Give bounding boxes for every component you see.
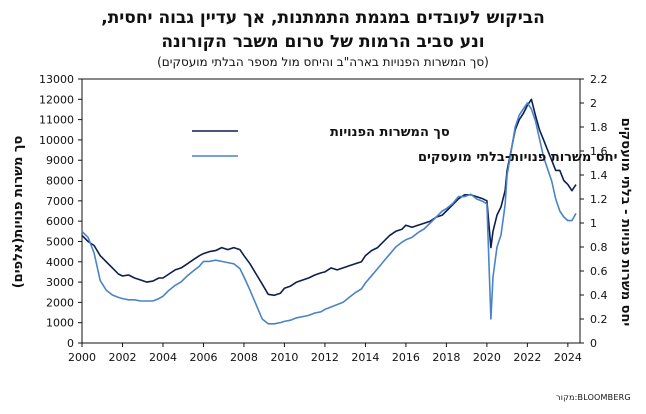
x-tick-label: 2024 (554, 351, 582, 364)
y-right-tick-label: 2.2 (590, 73, 608, 86)
x-tick-label: 2002 (108, 351, 136, 364)
y-left-tick-label: 3000 (46, 276, 74, 289)
series-line-ratio (81, 102, 577, 325)
y-right-tick-label: 0.6 (590, 265, 608, 278)
y-right-tick-label: 1.8 (590, 121, 608, 134)
y-left-tick-label: 6000 (46, 215, 74, 228)
x-tick-label: 2022 (513, 351, 541, 364)
y-left-tick-label: 1000 (46, 317, 74, 330)
y-left-tick-label: 9000 (46, 154, 74, 167)
y-right-tick-label: 1.2 (590, 193, 608, 206)
x-tick-label: 2006 (189, 351, 217, 364)
x-tick-label: 2012 (311, 351, 339, 364)
source-credit: מקור:BLOOMBERG (556, 393, 631, 402)
y-left-tick-label: 0 (67, 337, 74, 350)
x-tick-label: 2008 (230, 351, 258, 364)
x-tick-label: 2000 (68, 351, 96, 364)
x-tick-label: 2014 (351, 351, 379, 364)
series-line-job-openings (81, 98, 577, 297)
y-right-tick-label: 0.2 (590, 313, 608, 326)
y-right-tick-label: 1.4 (590, 169, 608, 182)
x-tick-label: 2004 (149, 351, 177, 364)
x-tick-label: 2016 (392, 351, 420, 364)
y-left-tick-label: 7000 (46, 195, 74, 208)
legend-label-ratio: יחס משרות פנויות-בלתי מועסקים (418, 150, 617, 165)
chart-title-line-2: ונע סביב הרמות של טרום משבר הקורונה (161, 32, 485, 52)
x-tick-label: 2010 (270, 351, 298, 364)
y-left-tick-label: 4000 (46, 256, 74, 269)
y-left-tick-label: 11000 (39, 114, 74, 127)
x-tick-label: 2020 (473, 351, 501, 364)
legend-label-job-openings: סך המשרות הפנויות (330, 125, 450, 140)
chart-title-line-1: הביקוש לעובדים במגמת התמתנות, אך עדיין ג… (101, 8, 545, 28)
y-left-tick-label: 5000 (46, 235, 74, 248)
y-right-tick-label: 0.8 (590, 241, 608, 254)
x-tick-label: 2018 (432, 351, 460, 364)
y-right-tick-label: 0 (590, 337, 597, 350)
y-right-tick-label: 1 (590, 217, 597, 230)
y-right-tick-label: 1.6 (590, 145, 608, 158)
y-left-tick-label: 10000 (39, 134, 74, 147)
y-axis-right-title: יחס משרות פנויות - בלתי מועסקים (618, 118, 633, 326)
y-axis-left-title: סך משרות פנויות(אלפים) (11, 136, 26, 289)
y-left-tick-label: 8000 (46, 175, 74, 188)
y-left-tick-label: 2000 (46, 296, 74, 309)
y-left-tick-label: 13000 (39, 73, 74, 86)
y-left-tick-label: 12000 (39, 93, 74, 106)
chart-subtitle: (סך המשרות הפנויות בארה"ב והיחס מול מספר… (157, 55, 489, 69)
y-right-tick-label: 0.4 (590, 289, 608, 302)
plot-frame (81, 78, 581, 344)
y-right-tick-label: 2 (590, 97, 597, 110)
